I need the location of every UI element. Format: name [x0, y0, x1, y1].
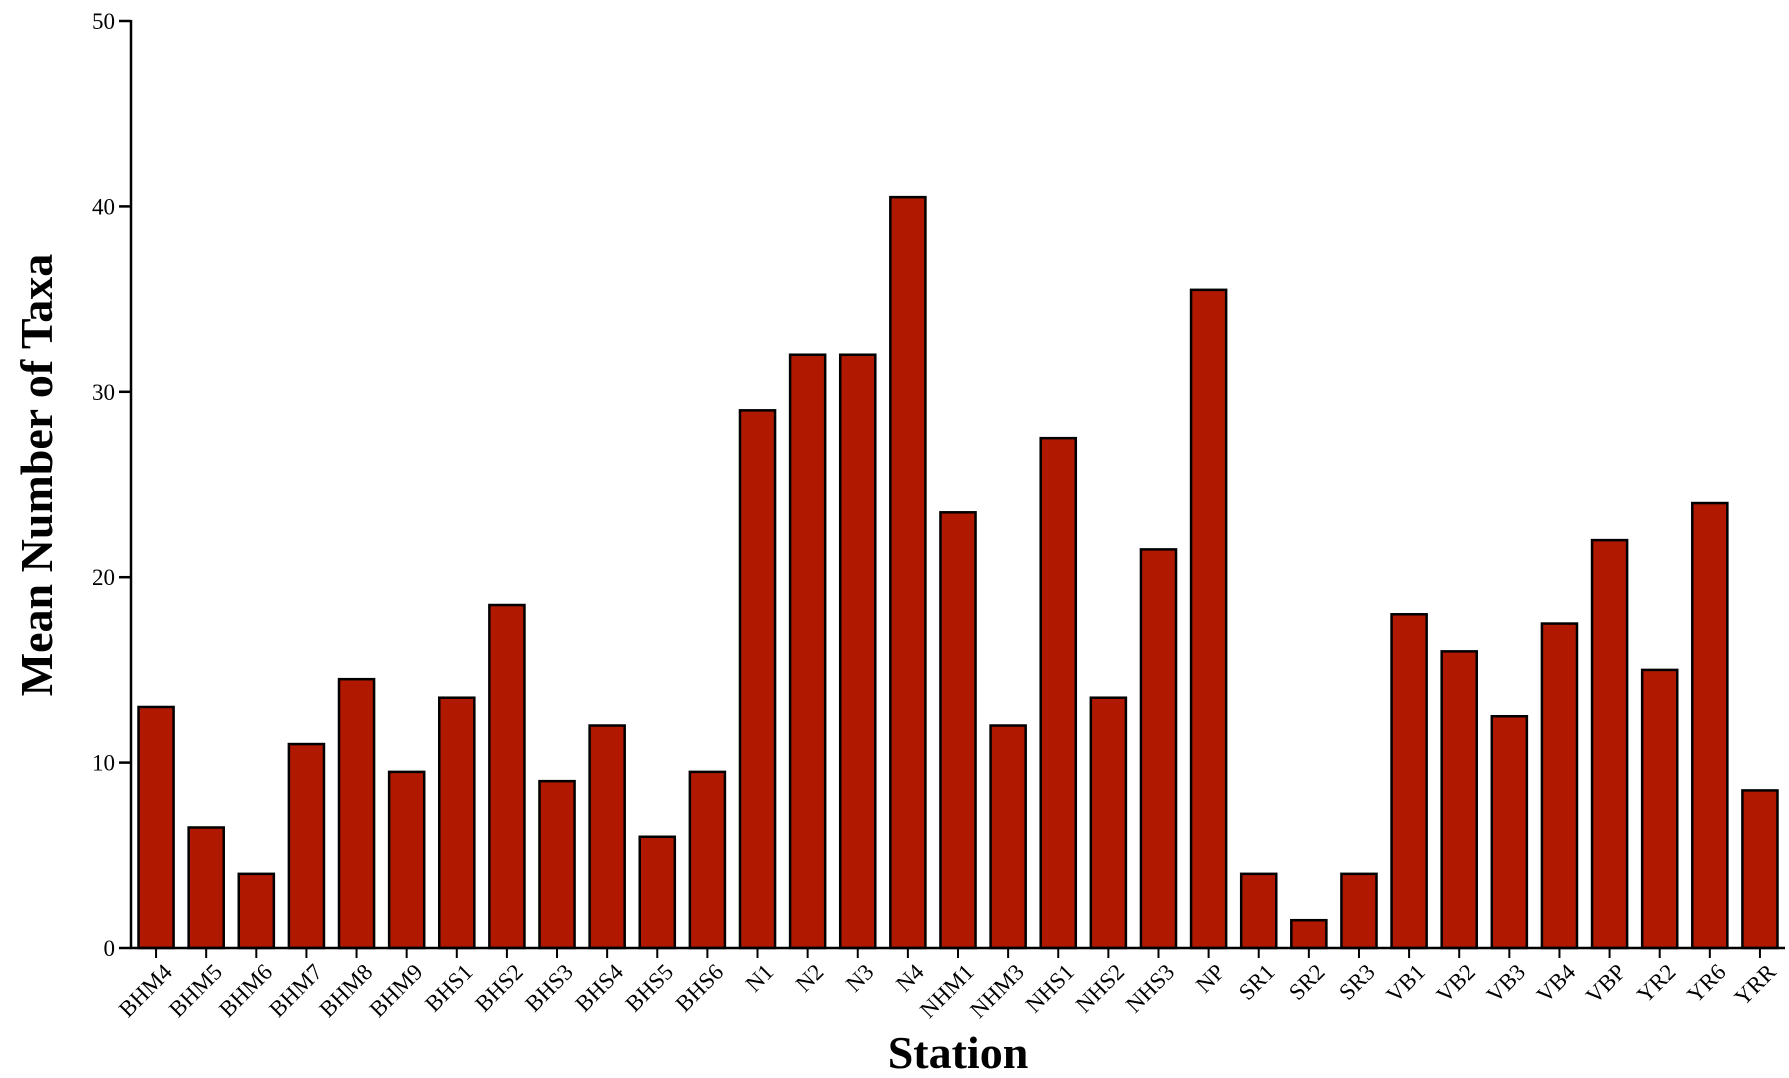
- x-tick-label: NHS1: [1021, 959, 1079, 1017]
- x-tick-label: NHS3: [1121, 959, 1179, 1017]
- bar-n3: [838, 353, 877, 950]
- x-tick-label: BHM5: [164, 959, 227, 1022]
- bar-bhm8: [337, 677, 376, 950]
- x-tick-label: BHM7: [264, 959, 327, 1022]
- x-tick-label: N3: [841, 959, 879, 997]
- x-tick-label: BHM8: [315, 959, 378, 1022]
- x-axis: BHM4BHM5BHM6BHM7BHM8BHM9BHS1BHS2BHS3BHS4…: [114, 946, 1785, 1023]
- bar-yrr: [1741, 789, 1779, 950]
- x-tick-label: BHS1: [420, 959, 477, 1016]
- bar-vb3: [1490, 715, 1529, 950]
- x-tick-label: VB4: [1532, 959, 1581, 1008]
- x-tick-label: BHS2: [470, 959, 527, 1016]
- y-tick-label: 0: [104, 936, 116, 961]
- bar-bhm5: [187, 826, 225, 950]
- bar-nhs3: [1139, 548, 1178, 950]
- x-tick-label: NHS2: [1071, 959, 1129, 1017]
- bar-bhm9: [387, 770, 426, 950]
- bar-bhs5: [638, 835, 677, 950]
- y-tick-label: 20: [92, 565, 115, 590]
- x-tick-label: NHM1: [915, 959, 979, 1023]
- bar-bhs6: [688, 770, 727, 950]
- bar-vb1: [1390, 613, 1428, 950]
- x-tick-label: VBP: [1581, 959, 1630, 1008]
- x-tick-label: SR3: [1334, 959, 1380, 1005]
- x-tick-label: NHM3: [965, 959, 1029, 1023]
- bar-nhm1: [939, 511, 977, 950]
- bar-nhm3: [989, 724, 1027, 950]
- x-tick-label: VB1: [1382, 959, 1430, 1007]
- bar-bhs1: [437, 696, 476, 950]
- y-tick-label: 10: [92, 751, 115, 776]
- x-tick-label: BHS6: [671, 959, 728, 1016]
- y-axis: 0 10 20 30 40 50: [92, 9, 133, 961]
- y-tick-label: 40: [92, 194, 115, 219]
- bar-sr2: [1290, 918, 1328, 950]
- y-tick-label: 50: [92, 9, 115, 34]
- bar-vbp: [1590, 538, 1629, 950]
- x-tick-label: YRR: [1730, 959, 1782, 1011]
- x-tick-label: BHS5: [621, 959, 678, 1016]
- x-tick-label: BHM6: [214, 959, 277, 1022]
- bar-bhm7: [287, 742, 326, 950]
- bars: [137, 195, 1779, 950]
- x-tick-label: BHS4: [571, 959, 629, 1017]
- x-tick-label: N4: [891, 959, 929, 997]
- y-tick-label: 30: [92, 380, 115, 405]
- bar-nhs2: [1089, 696, 1128, 950]
- bar-nhs1: [1039, 436, 1078, 950]
- x-tick-label: VB2: [1432, 959, 1480, 1007]
- bar-bhs4: [588, 724, 626, 950]
- bar-n2: [788, 353, 827, 950]
- x-tick-label: VB3: [1482, 959, 1530, 1007]
- y-axis-title: Mean Number of Taxa: [11, 254, 62, 697]
- bar-sr1: [1239, 872, 1278, 950]
- x-tick-label: YR6: [1682, 959, 1730, 1007]
- bar-bhs3: [538, 779, 576, 950]
- x-tick-label: BHS3: [520, 959, 577, 1016]
- bar-vb4: [1540, 622, 1579, 950]
- x-tick-label: BHM9: [365, 959, 428, 1022]
- x-axis-title: Station: [888, 1027, 1029, 1078]
- bar-yr6: [1691, 501, 1729, 950]
- x-tick-label: SR2: [1284, 959, 1330, 1005]
- bar-n1: [738, 409, 777, 950]
- x-tick-label: NP: [1191, 959, 1229, 997]
- bar-np: [1189, 288, 1228, 950]
- x-tick-label: N1: [741, 959, 779, 997]
- bar-bhm6: [237, 872, 276, 950]
- bar-n4: [889, 195, 927, 950]
- bar-bhs2: [488, 603, 526, 950]
- bar-bhm4: [137, 705, 175, 950]
- bar-vb2: [1440, 650, 1479, 950]
- bar-sr3: [1340, 872, 1378, 950]
- bar-yr2: [1640, 668, 1679, 950]
- x-tick-label: N2: [791, 959, 829, 997]
- x-tick-label: YR2: [1632, 959, 1680, 1007]
- x-tick-label: SR1: [1234, 959, 1280, 1005]
- x-tick-label: BHM4: [114, 959, 177, 1022]
